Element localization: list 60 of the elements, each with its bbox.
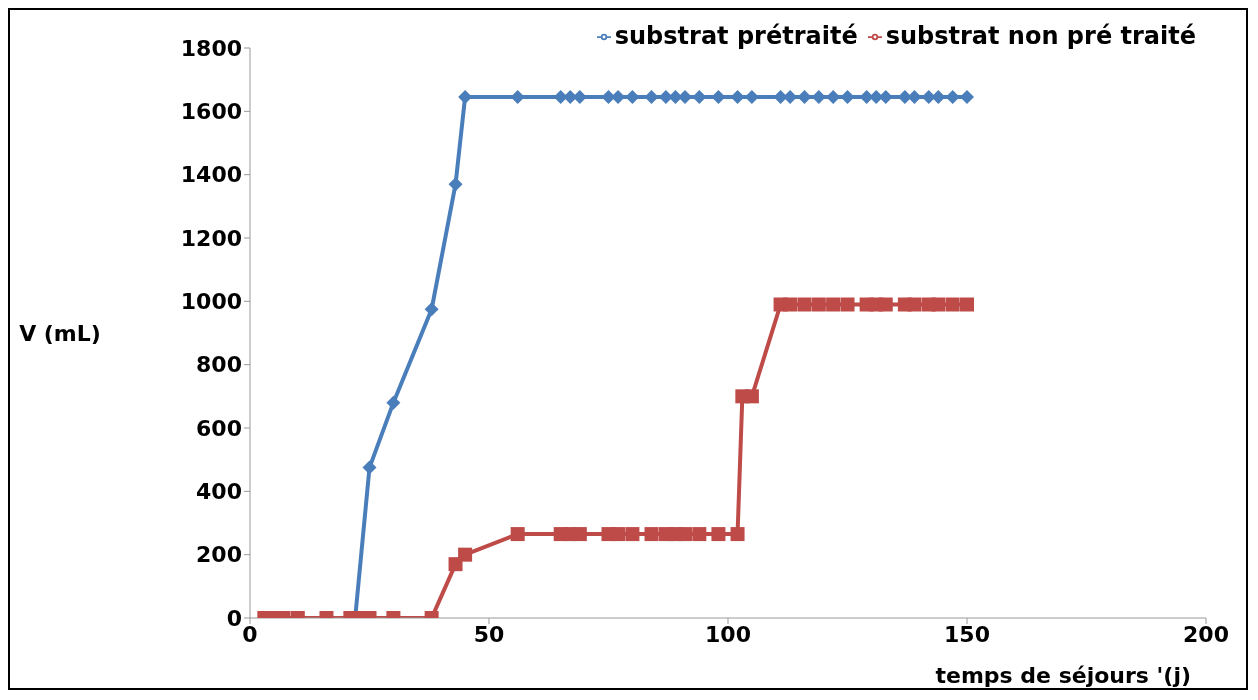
x-tick-label: 50 (473, 621, 505, 647)
point (677, 527, 692, 542)
point (553, 90, 568, 105)
x-tick-label: 100 (705, 621, 751, 647)
point (773, 90, 788, 105)
point (960, 90, 974, 105)
point (945, 90, 960, 105)
point (811, 297, 826, 312)
point (644, 90, 659, 105)
x-tick-label: 0 (242, 621, 258, 647)
y-tick-label: 1600 (180, 99, 242, 125)
point (668, 90, 683, 105)
y-tick-label: 200 (196, 542, 242, 568)
point (510, 90, 525, 105)
point (859, 90, 874, 105)
legend-label: substrat prétraité (614, 22, 858, 50)
point (840, 90, 855, 105)
y-tick-label: 400 (196, 479, 242, 505)
point (730, 90, 745, 105)
y-tick-label: 1200 (180, 225, 242, 251)
point (386, 395, 401, 410)
point (711, 527, 726, 542)
point (907, 90, 922, 105)
point (797, 297, 812, 312)
point (625, 90, 640, 105)
y-tick-label: 1000 (180, 289, 242, 315)
point (448, 177, 463, 192)
x-tick-label: 150 (944, 621, 990, 647)
point (960, 297, 974, 312)
point (797, 90, 812, 105)
point (510, 527, 525, 542)
y-tick-label: 1800 (180, 35, 242, 61)
point (362, 460, 377, 475)
point (572, 527, 587, 542)
point (692, 527, 707, 542)
point (730, 527, 745, 542)
y-axis-title: V (mL) (19, 320, 101, 346)
point (424, 302, 439, 317)
point (931, 297, 946, 312)
point (878, 297, 893, 312)
point (931, 90, 946, 105)
y-tick-label: 800 (196, 352, 242, 378)
point (458, 547, 473, 562)
point (711, 90, 726, 105)
x-tick-label: 200 (1183, 621, 1229, 647)
point (692, 90, 707, 105)
point (625, 527, 640, 542)
point (826, 297, 841, 312)
point (744, 389, 759, 404)
point (783, 297, 798, 312)
point (907, 297, 922, 312)
x-axis-title: temps de séjours '(j) (935, 663, 1191, 688)
y-tick-label: 0 (226, 605, 242, 631)
point (840, 297, 855, 312)
point (945, 297, 960, 312)
legend-label: substrat non pré traité (885, 22, 1196, 50)
point (611, 527, 626, 542)
y-tick-label: 1400 (180, 162, 242, 188)
point (644, 527, 659, 542)
y-tick-label: 600 (196, 415, 242, 441)
